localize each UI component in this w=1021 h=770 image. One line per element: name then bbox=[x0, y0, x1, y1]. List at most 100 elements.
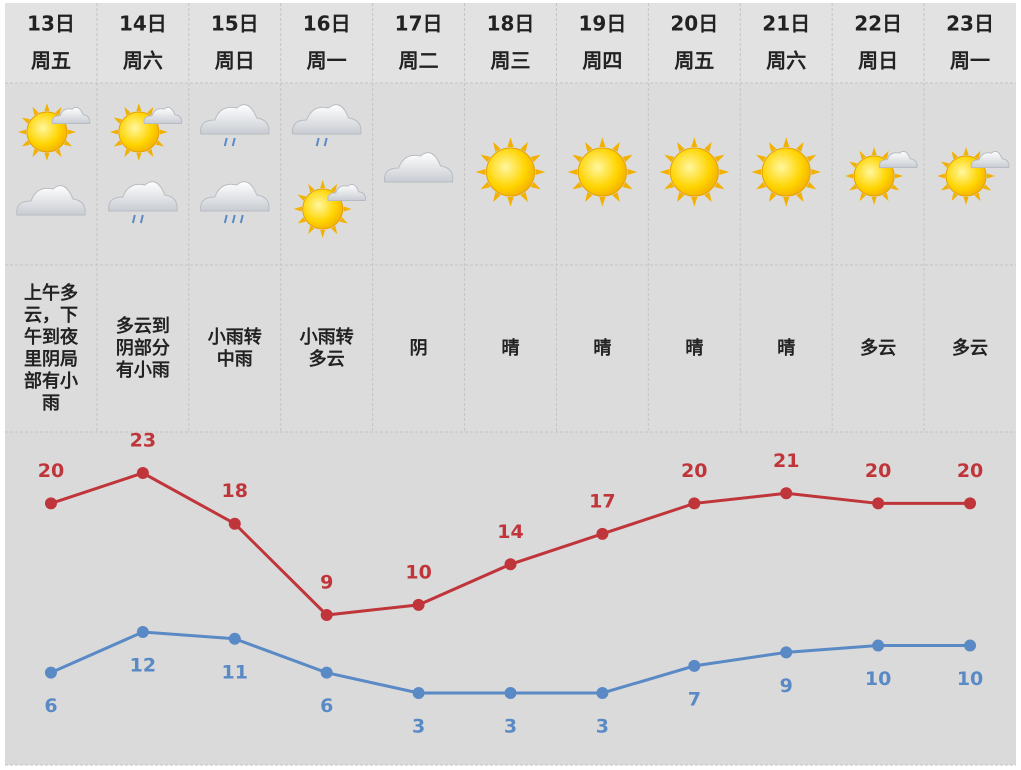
weekday: 周日 bbox=[215, 49, 255, 73]
date: 17日 bbox=[395, 12, 443, 36]
sun-ray bbox=[811, 168, 822, 176]
sun-ray bbox=[691, 137, 698, 147]
sun bbox=[669, 147, 719, 197]
sun-ray bbox=[806, 181, 817, 190]
temp-point bbox=[136, 626, 149, 638]
sun-ray bbox=[768, 141, 777, 152]
date: 23日 bbox=[946, 12, 994, 36]
temp-point bbox=[872, 639, 885, 652]
sun-ray bbox=[585, 141, 593, 152]
temp-label: 14 bbox=[497, 521, 523, 543]
sun-ray bbox=[890, 184, 900, 191]
sun-ray bbox=[308, 183, 315, 193]
sun-ray bbox=[159, 129, 168, 135]
sun-ray bbox=[585, 192, 593, 203]
sun-ray bbox=[756, 181, 767, 190]
chart-bg bbox=[5, 432, 1016, 765]
sun-ray bbox=[871, 147, 877, 156]
condition: 阴 bbox=[410, 338, 428, 359]
sun-ray bbox=[859, 150, 866, 160]
weekday: 周日 bbox=[858, 49, 898, 73]
sun-ray bbox=[756, 154, 767, 163]
temp-label: 11 bbox=[222, 661, 248, 683]
temp-point bbox=[228, 632, 241, 645]
sun-ray bbox=[55, 148, 62, 158]
condition: 阴部分 bbox=[116, 337, 170, 359]
sun-ray bbox=[567, 168, 578, 176]
sun-ray bbox=[622, 154, 633, 163]
sun-ray bbox=[714, 181, 725, 190]
temp-label: 21 bbox=[773, 450, 799, 472]
temp-label: 3 bbox=[596, 716, 609, 738]
condition: 晴 bbox=[777, 337, 795, 359]
rain-drop bbox=[131, 214, 136, 224]
temp-label: 12 bbox=[130, 655, 156, 677]
temp-label: 3 bbox=[412, 716, 425, 738]
weekday: 周一 bbox=[950, 49, 990, 73]
sun-ray bbox=[806, 154, 817, 163]
sun-ray bbox=[768, 192, 777, 203]
temp-point bbox=[688, 497, 701, 510]
sun bbox=[761, 147, 811, 197]
temp-point bbox=[596, 527, 609, 540]
weekday: 周五 bbox=[31, 49, 71, 73]
rain-drop bbox=[239, 214, 244, 224]
condition: 里阴局 bbox=[24, 349, 78, 370]
sun-ray bbox=[147, 148, 154, 158]
sun-ray bbox=[109, 129, 119, 135]
sun-ray bbox=[17, 129, 27, 135]
date: 20日 bbox=[670, 12, 718, 36]
temp-label: 3 bbox=[504, 716, 517, 738]
condition: 午到夜 bbox=[24, 326, 79, 348]
sun-ray bbox=[622, 181, 633, 190]
sun-ray bbox=[572, 154, 583, 163]
rain-drop bbox=[231, 137, 236, 147]
sun-ray bbox=[783, 137, 790, 147]
sun-ray bbox=[796, 141, 804, 152]
condition: 晴 bbox=[685, 337, 703, 359]
sun-ray bbox=[849, 161, 858, 168]
condition: 小雨转 bbox=[208, 326, 262, 348]
sun-ray bbox=[520, 141, 528, 152]
cloud bbox=[970, 150, 1010, 168]
temp-point bbox=[44, 497, 57, 510]
sun-ray bbox=[676, 192, 685, 203]
sun-ray bbox=[751, 168, 762, 176]
date: 21日 bbox=[762, 12, 810, 36]
sun-ray bbox=[704, 192, 712, 203]
date: 15日 bbox=[211, 12, 259, 36]
temp-point bbox=[320, 609, 333, 621]
rain-drop bbox=[315, 137, 320, 147]
temp-point bbox=[228, 517, 241, 530]
sun-ray bbox=[859, 192, 866, 202]
sun-ray bbox=[297, 217, 306, 224]
temp-label: 6 bbox=[320, 695, 333, 717]
temp-point bbox=[964, 639, 977, 652]
sun-ray bbox=[147, 106, 154, 116]
rain-drop bbox=[231, 214, 236, 224]
condition: 上午多 bbox=[24, 282, 78, 304]
cloud bbox=[327, 183, 367, 201]
sun-ray bbox=[894, 173, 904, 179]
temp-label: 23 bbox=[130, 430, 156, 452]
sun-ray bbox=[297, 194, 306, 201]
sun-ray bbox=[982, 184, 992, 191]
cloud bbox=[878, 150, 918, 168]
sun-ray bbox=[320, 229, 326, 238]
sun-ray bbox=[659, 168, 670, 176]
date: 14日 bbox=[119, 12, 167, 36]
temp-label: 7 bbox=[688, 688, 701, 710]
sun-ray bbox=[974, 150, 981, 160]
sun-ray bbox=[572, 181, 583, 190]
sun-ray bbox=[974, 192, 981, 202]
temp-label: 9 bbox=[320, 572, 333, 594]
sun-ray bbox=[783, 197, 790, 207]
condition: 晴 bbox=[502, 337, 520, 359]
cloud bbox=[108, 181, 178, 212]
sun-ray bbox=[530, 181, 541, 190]
temp-label: 20 bbox=[681, 460, 707, 482]
sun-ray bbox=[113, 117, 123, 124]
temp-point bbox=[780, 487, 793, 500]
sun-ray bbox=[320, 180, 326, 189]
